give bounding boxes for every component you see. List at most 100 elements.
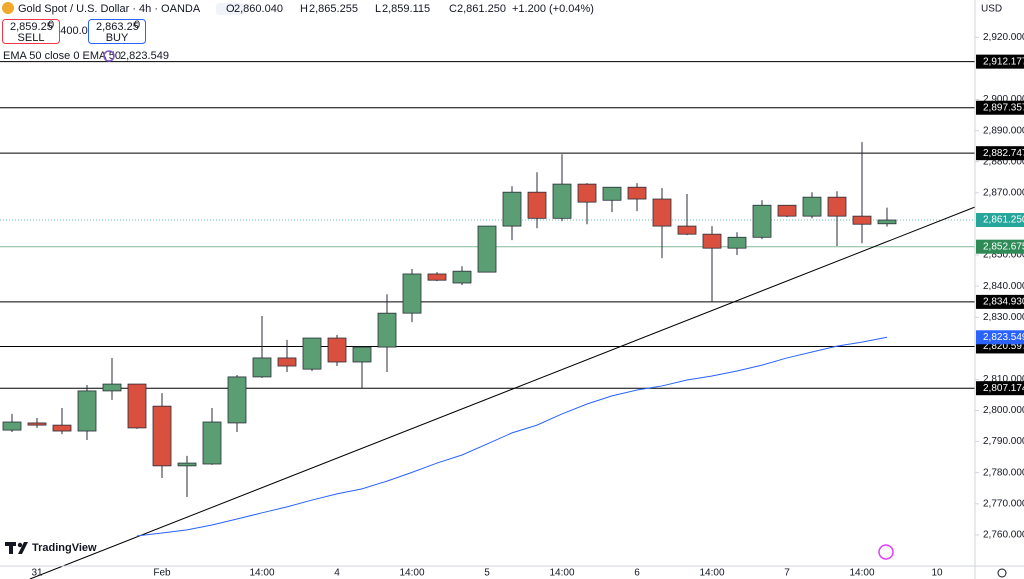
ohlc-key: C xyxy=(449,3,457,15)
candle-body xyxy=(252,357,272,378)
candle-body xyxy=(852,215,872,225)
sell-price: 2,859.25 xyxy=(10,21,53,33)
price-level-tag xyxy=(976,54,1024,69)
y-tick-label: 2,890.000 xyxy=(983,125,1024,136)
price-level-label: 2,834.930 xyxy=(983,297,1024,308)
price-axis xyxy=(975,0,1024,566)
ohlc-value: 2,860.040 xyxy=(234,3,283,15)
candle-body xyxy=(202,421,222,465)
x-tick-label: 14:00 xyxy=(399,568,424,579)
indicator-tag xyxy=(976,330,1024,345)
candle-body xyxy=(2,421,22,431)
candle-body xyxy=(777,204,797,217)
ohlc-key: H xyxy=(300,3,308,15)
x-tick-label: 4 xyxy=(334,568,340,579)
price-level-label: 2,807.174 xyxy=(983,383,1024,394)
y-tick-label: 2,800.000 xyxy=(983,405,1024,416)
y-tick-label: 2,790.000 xyxy=(983,436,1024,447)
candle-body xyxy=(77,390,97,432)
price-level-label: 2,897.357 xyxy=(983,102,1024,113)
candle-body xyxy=(102,383,122,392)
ohlc-key: L xyxy=(375,3,381,15)
candle-body xyxy=(152,405,172,467)
price-level-label: 2,820.597 xyxy=(983,341,1024,352)
buy-button[interactable] xyxy=(88,19,146,44)
y-tick-label: 2,760.000 xyxy=(983,530,1024,541)
currency: USD xyxy=(981,4,1002,15)
candle-body xyxy=(402,273,422,314)
sell-label: SELL xyxy=(18,32,45,44)
y-tick-label: 2,770.000 xyxy=(983,498,1024,509)
x-tick-label: 14:00 xyxy=(699,568,724,579)
candle-body xyxy=(527,191,547,219)
x-tick-label: 14:00 xyxy=(849,568,874,579)
indicator-pill[interactable] xyxy=(216,3,244,15)
candle-body xyxy=(577,183,597,203)
indicator-icon[interactable] xyxy=(103,50,115,62)
y-tick-label: 2,810.000 xyxy=(983,374,1024,385)
x-tick-label: Feb xyxy=(153,568,171,579)
candle-body xyxy=(427,273,447,281)
candle-body xyxy=(452,270,472,284)
plot xyxy=(0,61,975,389)
symbol-logo xyxy=(2,2,14,14)
sell-button[interactable] xyxy=(2,19,60,44)
candle-body xyxy=(752,204,772,238)
brand: TradingView xyxy=(32,542,97,554)
y-tick-label: 2,920.000 xyxy=(983,32,1024,43)
x-tick-label: 5 xyxy=(484,568,490,579)
ohlc-value: 2,859.115 xyxy=(382,3,430,15)
last-price-label: 2,861.250 xyxy=(983,215,1024,226)
candle-body xyxy=(27,422,47,426)
candle-body xyxy=(602,186,622,201)
candle-body xyxy=(802,196,822,217)
price-level-label: 2,912.177 xyxy=(983,56,1024,67)
candle-body xyxy=(227,376,247,424)
price-level-label: 2,852.675 xyxy=(983,241,1024,252)
settings-icon[interactable] xyxy=(997,568,1007,578)
price-level-tag xyxy=(976,294,1024,309)
price-level-tag xyxy=(976,381,1024,396)
indicator-value: 2,823.549 xyxy=(120,50,169,62)
price-level-tag xyxy=(976,146,1024,161)
buy-label: BUY xyxy=(106,32,129,44)
x-tick-label: 10 xyxy=(931,568,943,579)
candle-body xyxy=(652,198,672,227)
x-tick-label: 14:00 xyxy=(249,568,274,579)
candle-body xyxy=(377,312,397,348)
candle-body xyxy=(327,337,347,363)
candle-body xyxy=(477,225,497,273)
buy-fraction: 0 xyxy=(134,19,140,31)
y-tick-label: 2,840.000 xyxy=(983,281,1024,292)
indicator-line xyxy=(136,336,888,537)
symbol-title: Gold Spot / U.S. Dollar · 4h · OANDA xyxy=(18,3,201,15)
x-tick-label: 7 xyxy=(784,568,790,579)
ohlc-value: 2,865.255 xyxy=(309,3,358,15)
candle-body xyxy=(52,424,72,432)
candle-body xyxy=(177,462,197,467)
price-level-tag xyxy=(976,239,1024,254)
candle-body xyxy=(352,346,372,363)
price-level-tag xyxy=(976,100,1024,115)
price-level-label: 2,882.747 xyxy=(983,148,1024,159)
candle-body xyxy=(677,225,697,235)
y-tick-label: 2,880.000 xyxy=(983,156,1024,167)
y-tick-label: 2,780.000 xyxy=(983,467,1024,478)
x-tick-label: 31 xyxy=(31,568,43,579)
sell-fraction: 0 xyxy=(48,19,54,31)
candle-body xyxy=(552,183,572,219)
ohlc-value: 2,861.250 xyxy=(457,3,506,15)
buy-price: 2,863.25 xyxy=(96,21,139,33)
y-tick-label: 2,870.000 xyxy=(983,187,1024,198)
x-tick-label: 6 xyxy=(634,568,640,579)
y-tick-label: 2,830.000 xyxy=(983,312,1024,323)
alert-icon[interactable] xyxy=(878,544,894,560)
candle-body xyxy=(127,383,147,429)
candle-body xyxy=(627,186,647,200)
candle-body xyxy=(827,196,847,217)
candle-body xyxy=(727,236,747,249)
candle-body xyxy=(302,337,322,370)
